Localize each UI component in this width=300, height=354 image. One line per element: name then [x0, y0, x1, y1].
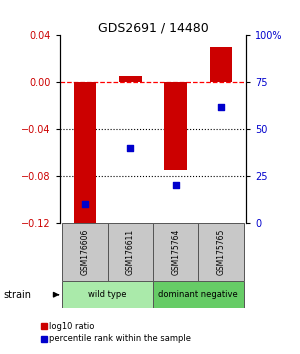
Point [82, 201, 87, 207]
Bar [198, 223, 244, 281]
Bar [108, 223, 153, 281]
Bar [62, 223, 108, 281]
Point [128, 145, 133, 151]
Text: GSM176611: GSM176611 [126, 229, 135, 275]
Bar [119, 76, 142, 82]
Text: wild type: wild type [88, 290, 127, 299]
Title: GDS2691 / 14480: GDS2691 / 14480 [98, 21, 208, 34]
Bar [153, 223, 198, 281]
Bar [153, 281, 244, 308]
Bar [62, 281, 153, 308]
Text: GSM175765: GSM175765 [217, 229, 226, 275]
Bar [210, 47, 232, 82]
Text: strain: strain [3, 290, 31, 300]
Text: GSM176606: GSM176606 [80, 229, 89, 275]
Bar [164, 82, 187, 170]
Text: GSM175764: GSM175764 [171, 229, 180, 275]
Point [173, 183, 178, 188]
Text: dominant negative: dominant negative [158, 290, 238, 299]
Bar [74, 82, 96, 225]
Point [219, 104, 224, 109]
Legend: log10 ratio, percentile rank within the sample: log10 ratio, percentile rank within the … [40, 322, 191, 343]
